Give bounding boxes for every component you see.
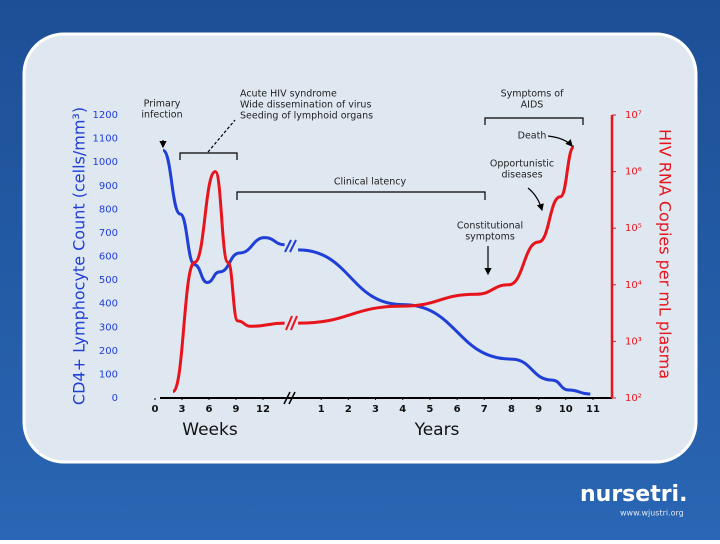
annotation: Primary [144,99,181,110]
leader [207,119,236,153]
y-axis-label: CD4+ Lymphocyte Count (cells/mm³) [70,107,89,405]
y-tick-label: 1100 [93,134,118,145]
y-tick-label: 200 [99,346,118,357]
annotation: Clinical latency [334,177,407,188]
annotation: Constitutional [457,221,523,232]
y-tick-label: 800 [99,204,118,215]
x-tick-label: 6 [206,404,213,415]
y2-tick-label: 10⁷ [625,110,642,121]
annotation: Acute HIV syndrome [240,89,337,100]
brand: nursetri. [580,482,687,507]
y2-tick-label: 10⁵ [625,223,642,234]
annotation: Wide dissemination of virus [240,100,371,111]
x-tick-label: 1 [318,404,325,415]
y2-axis-label: HIV RNA Copies per mL plasma [656,129,675,379]
line-break [285,315,298,331]
annotation: symptoms [465,232,515,243]
x-tick-label: 0 [152,404,159,415]
y-tick-label: 900 [99,181,118,192]
x-tick-label: 10 [559,404,573,415]
x-tick-label: 7 [481,404,488,415]
axis-break [283,391,296,405]
y2-tick-label: 10³ [625,336,642,347]
annotation: Symptoms of [501,89,565,100]
x-tick-label: 11 [586,404,600,415]
x-tick-label: 3 [179,404,186,415]
y-tick-label: 500 [99,275,118,286]
x-tick-label: 12 [256,404,270,415]
annotation: Opportunistic [490,159,554,170]
y-tick-label: 600 [99,252,118,263]
plot: 0100200300400500600700800900100011001200… [70,89,675,441]
arrow [547,135,573,147]
callouts [159,117,584,276]
x-tick-label: 9 [233,404,240,415]
x-tick-label: 4 [399,404,406,415]
annotation: Death [518,131,547,142]
chart-panel [22,32,698,464]
y-tick-label: 300 [99,322,118,333]
y-tick-label: 1000 [93,157,118,168]
series-line [171,170,285,394]
x-tick-label: 8 [508,404,515,415]
bracket [236,191,486,200]
url: www.wjustri.org [620,509,684,518]
annotation: AIDS [521,100,544,111]
arrow [527,187,544,212]
annotation: Seeding of lymphoid organs [240,111,373,122]
x-tick-label: 2 [345,404,352,415]
x-tick-label: 3 [372,404,379,415]
y-tick-label: 1200 [93,110,118,121]
x-axis-label: Years [414,420,460,440]
series-line [298,145,576,325]
x-axis-label: Weeks [182,420,238,440]
y-tick-label: 400 [99,299,118,310]
y-tick-label: 700 [99,228,118,239]
x-tick-label: 9 [535,404,542,415]
line-break [284,239,297,253]
y2-tick-label: 10² [625,393,642,404]
y2-tick-label: 10⁴ [625,280,642,291]
series-line [161,148,285,284]
x-tick-label: 6 [454,404,461,415]
annotation: diseases [501,170,542,181]
y-tick-label: 100 [99,369,118,380]
y-tick-label: 0 [112,393,118,404]
annotation: infection [141,110,182,121]
series-line [298,248,591,396]
bracket [484,117,584,125]
y2-tick-label: 10⁶ [625,167,642,178]
bracket [179,152,238,160]
x-tick-label: 5 [426,404,433,415]
